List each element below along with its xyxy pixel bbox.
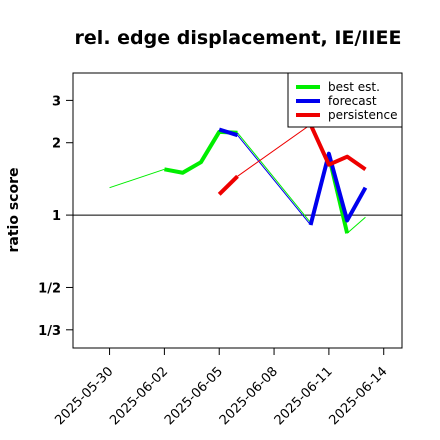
x-tick-label: 2025-06-14 [327,364,391,428]
series-thick-line [218,127,239,138]
series-thin-line [237,134,311,226]
series-thin-line [109,168,165,189]
legend-label: best est. [328,80,380,94]
plot-area [72,72,403,349]
series-persistence [217,123,367,196]
series-thin-line [237,132,311,223]
x-tick-label: 2025-06-02 [107,364,171,428]
y-axis: 3 2 1 1/2 1/3 [38,94,73,339]
legend-label: forecast [328,94,377,108]
y-tick-label: 1/2 [38,281,61,296]
y-tick-label: 3 [52,94,61,109]
series-thick-line [308,123,367,171]
series-thin-line [237,124,311,177]
series-best-est [109,129,366,234]
plot-frame [72,72,403,349]
y-axis-label: ratio score [6,168,22,253]
series-thick-line [308,151,368,226]
series-forecast [218,127,368,226]
series-thick-line [217,174,239,196]
y-tick-label: 1 [52,209,61,224]
x-tick-label: 2025-06-11 [272,364,336,428]
series-thin-line [346,216,366,234]
series-thick-line [164,129,238,175]
y-tick-label: 2 [52,137,61,152]
y-tick-label: 1/3 [38,324,61,339]
x-axis: 2025-05-302025-06-022025-06-052025-06-08… [52,348,391,428]
chart-title: rel. edge displacement, IE/IIEE [75,27,402,49]
legend-label: persistence [328,108,397,122]
